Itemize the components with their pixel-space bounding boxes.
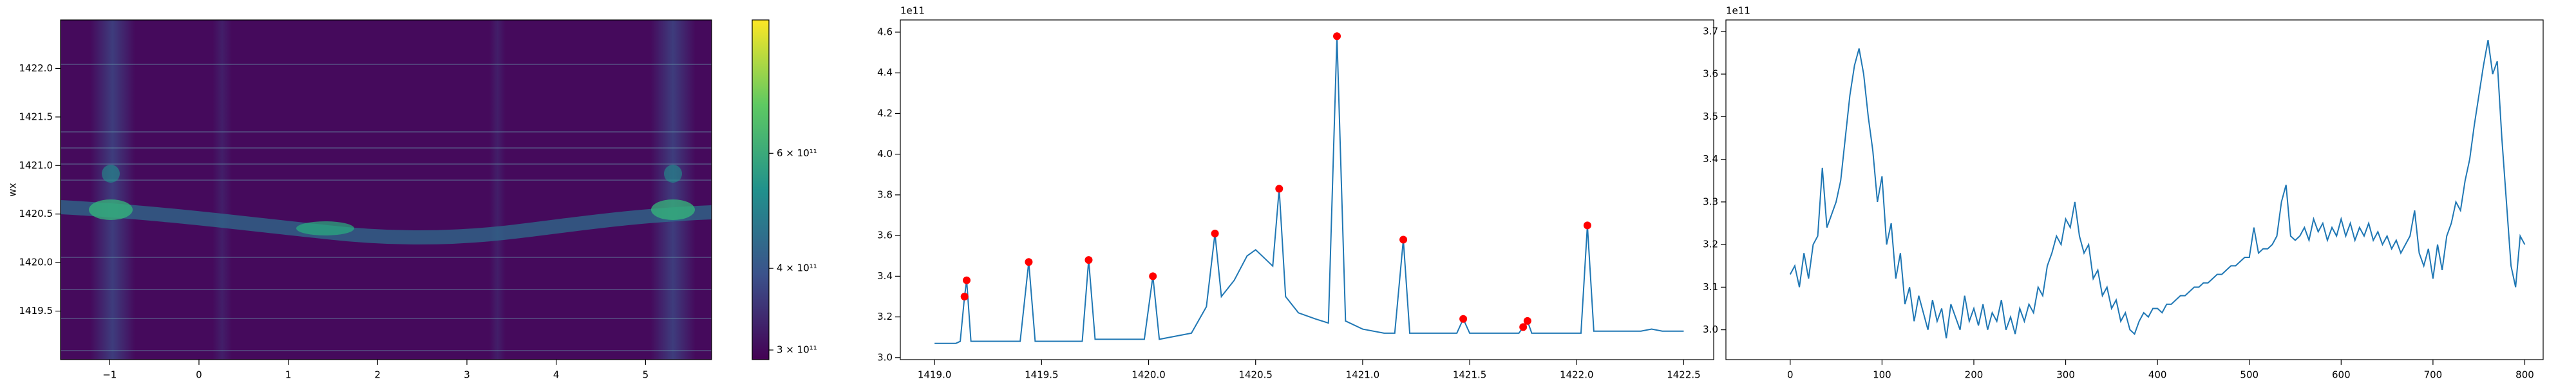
y-tick-label: 3.8 bbox=[877, 188, 893, 200]
y-axis-label: wx bbox=[7, 183, 19, 196]
peak-marker bbox=[1459, 315, 1468, 323]
peak-marker bbox=[1149, 272, 1157, 280]
peak-marker bbox=[1084, 256, 1093, 264]
x-tick-label: 600 bbox=[2332, 369, 2351, 381]
y-tick-label: 4.0 bbox=[877, 148, 893, 160]
x-tick-label: 700 bbox=[2424, 369, 2443, 381]
axes-frame bbox=[60, 19, 712, 360]
x-tick-label: 1419.5 bbox=[1025, 369, 1059, 381]
x-tick-label: 200 bbox=[1965, 369, 1984, 381]
x-tick-label: 0 bbox=[1787, 369, 1794, 381]
axes-frame bbox=[1725, 19, 2544, 360]
y-tick-label: 3.0 bbox=[1703, 324, 1718, 335]
x-tick-label: 1421.0 bbox=[1346, 369, 1380, 381]
x-tick-label: −1 bbox=[102, 369, 117, 381]
y-tick-label: 3.1 bbox=[1703, 281, 1718, 293]
x-tick-label: 1420.0 bbox=[1132, 369, 1166, 381]
peak-marker bbox=[963, 276, 971, 284]
x-tick-label: 4 bbox=[553, 369, 560, 381]
heatmap-image bbox=[61, 20, 712, 360]
offset-text: 1e11 bbox=[900, 5, 925, 17]
peak-marker bbox=[1211, 229, 1219, 237]
colorbar-tick-label: 4 × 10¹¹ bbox=[777, 262, 817, 274]
peak-marker bbox=[1333, 32, 1341, 41]
x-tick-label: 400 bbox=[2148, 369, 2167, 381]
peak-marker bbox=[1583, 221, 1591, 230]
series-line bbox=[1789, 39, 2526, 339]
y-tick-label: 3.4 bbox=[877, 270, 893, 282]
peak-marker bbox=[960, 292, 969, 300]
x-tick-label: 800 bbox=[2515, 369, 2534, 381]
peak-marker bbox=[1519, 323, 1528, 331]
y-tick-label: 1422.0 bbox=[19, 62, 53, 74]
colorbar bbox=[752, 19, 770, 360]
x-tick-label: 1 bbox=[285, 369, 292, 381]
y-tick-label: 1420.5 bbox=[19, 208, 53, 219]
x-tick-label: 300 bbox=[2056, 369, 2075, 381]
y-tick-label: 4.2 bbox=[877, 107, 893, 119]
x-tick-label: 1422.0 bbox=[1560, 369, 1594, 381]
colorbar-tick-label: 6 × 10¹¹ bbox=[777, 147, 817, 159]
y-tick-label: 1420.0 bbox=[19, 257, 53, 268]
x-tick-label: 2 bbox=[375, 369, 381, 381]
y-tick-label: 3.4 bbox=[1703, 153, 1718, 165]
y-tick-label: 3.6 bbox=[877, 230, 893, 241]
x-tick-label: 1419.0 bbox=[918, 369, 952, 381]
y-tick-label: 3.2 bbox=[877, 311, 893, 322]
y-tick-label: 3.0 bbox=[877, 351, 893, 363]
x-tick-label: 100 bbox=[1873, 369, 1891, 381]
series-line bbox=[934, 36, 1684, 344]
x-tick-label: 500 bbox=[2240, 369, 2259, 381]
y-tick-label: 3.2 bbox=[1703, 239, 1718, 250]
axes-frame bbox=[900, 19, 1714, 360]
x-tick-label: 1420.5 bbox=[1238, 369, 1273, 381]
offset-text: 1e11 bbox=[1726, 5, 1750, 17]
peak-marker bbox=[1523, 317, 1531, 325]
x-tick-label: 5 bbox=[643, 369, 649, 381]
colorbar-tick-label: 3 × 10¹¹ bbox=[777, 344, 817, 356]
peak-marker bbox=[1399, 235, 1408, 244]
y-tick-label: 4.6 bbox=[877, 26, 893, 37]
peak-marker bbox=[1275, 185, 1283, 193]
y-tick-label: 1421.0 bbox=[19, 160, 53, 171]
y-tick-label: 3.5 bbox=[1703, 111, 1718, 122]
y-tick-label: 3.6 bbox=[1703, 68, 1718, 80]
y-tick-label: 4.4 bbox=[877, 67, 893, 78]
y-tick-label: 1419.5 bbox=[19, 305, 53, 317]
x-tick-label: 0 bbox=[196, 369, 202, 381]
y-tick-label: 3.7 bbox=[1703, 25, 1718, 37]
x-tick-label: 1422.5 bbox=[1667, 369, 1701, 381]
y-tick-label: 3.3 bbox=[1703, 196, 1718, 207]
peak-marker bbox=[1025, 258, 1033, 266]
x-tick-label: 3 bbox=[464, 369, 470, 381]
x-tick-label: 1421.5 bbox=[1453, 369, 1487, 381]
y-tick-label: 1421.5 bbox=[19, 111, 53, 122]
